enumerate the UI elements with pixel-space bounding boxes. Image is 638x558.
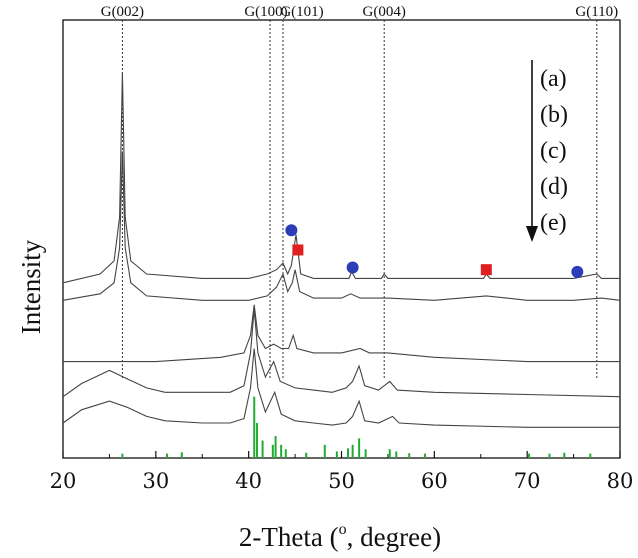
reference-line-label: G(002) — [101, 4, 144, 20]
y-axis-label: Intensity — [16, 239, 46, 334]
x-tick-label: 50 — [328, 469, 355, 493]
legend-label: (e) — [540, 210, 567, 236]
legend: (a) (b) (c) (d) (e) — [526, 60, 568, 242]
legend-label: (b) — [540, 102, 568, 128]
series-group — [62, 72, 621, 428]
x-tick-label: 20 — [50, 469, 77, 493]
legend-label: (d) — [540, 174, 568, 200]
x-axis-ticks: 20 30 40 50 60 70 80 — [50, 451, 634, 493]
legend-arrow-head — [526, 226, 538, 242]
reference-line-label: G(101) — [280, 4, 323, 20]
phase-markers — [285, 224, 584, 278]
x-tick-label: 70 — [514, 469, 541, 493]
legend-label: (a) — [540, 66, 567, 92]
legend-label: (c) — [540, 138, 567, 164]
x-tick-label: 80 — [607, 469, 634, 493]
reference-line-label: G(110) — [575, 4, 618, 20]
x-axis-label: 2-Theta (o, degree) — [239, 521, 441, 552]
circle-marker — [285, 224, 298, 237]
x-axis-label-degree: o — [339, 521, 347, 538]
series-line — [62, 348, 620, 428]
x-axis-label-main: 2-Theta ( — [239, 522, 339, 552]
x-tick-label: 40 — [235, 469, 262, 493]
x-tick-label: 60 — [421, 469, 448, 493]
plot-frame — [62, 19, 621, 459]
x-tick-label: 30 — [142, 469, 169, 493]
series-line — [63, 304, 620, 363]
square-marker — [292, 244, 304, 256]
reference-pattern — [121, 396, 592, 458]
reference-line-label: G(100) — [244, 4, 287, 20]
circle-marker — [346, 261, 359, 274]
reference-line-label: G(004) — [363, 4, 406, 20]
series-line — [62, 72, 620, 284]
square-marker — [480, 264, 492, 276]
series-line — [62, 309, 621, 398]
plot-area — [62, 19, 621, 459]
reference-lines: G(002) G(100)G(101) G(004) G(110) — [101, 4, 618, 380]
x-axis-label-tail: , degree) — [347, 522, 441, 552]
series-line — [62, 151, 621, 301]
circle-marker — [571, 265, 584, 278]
